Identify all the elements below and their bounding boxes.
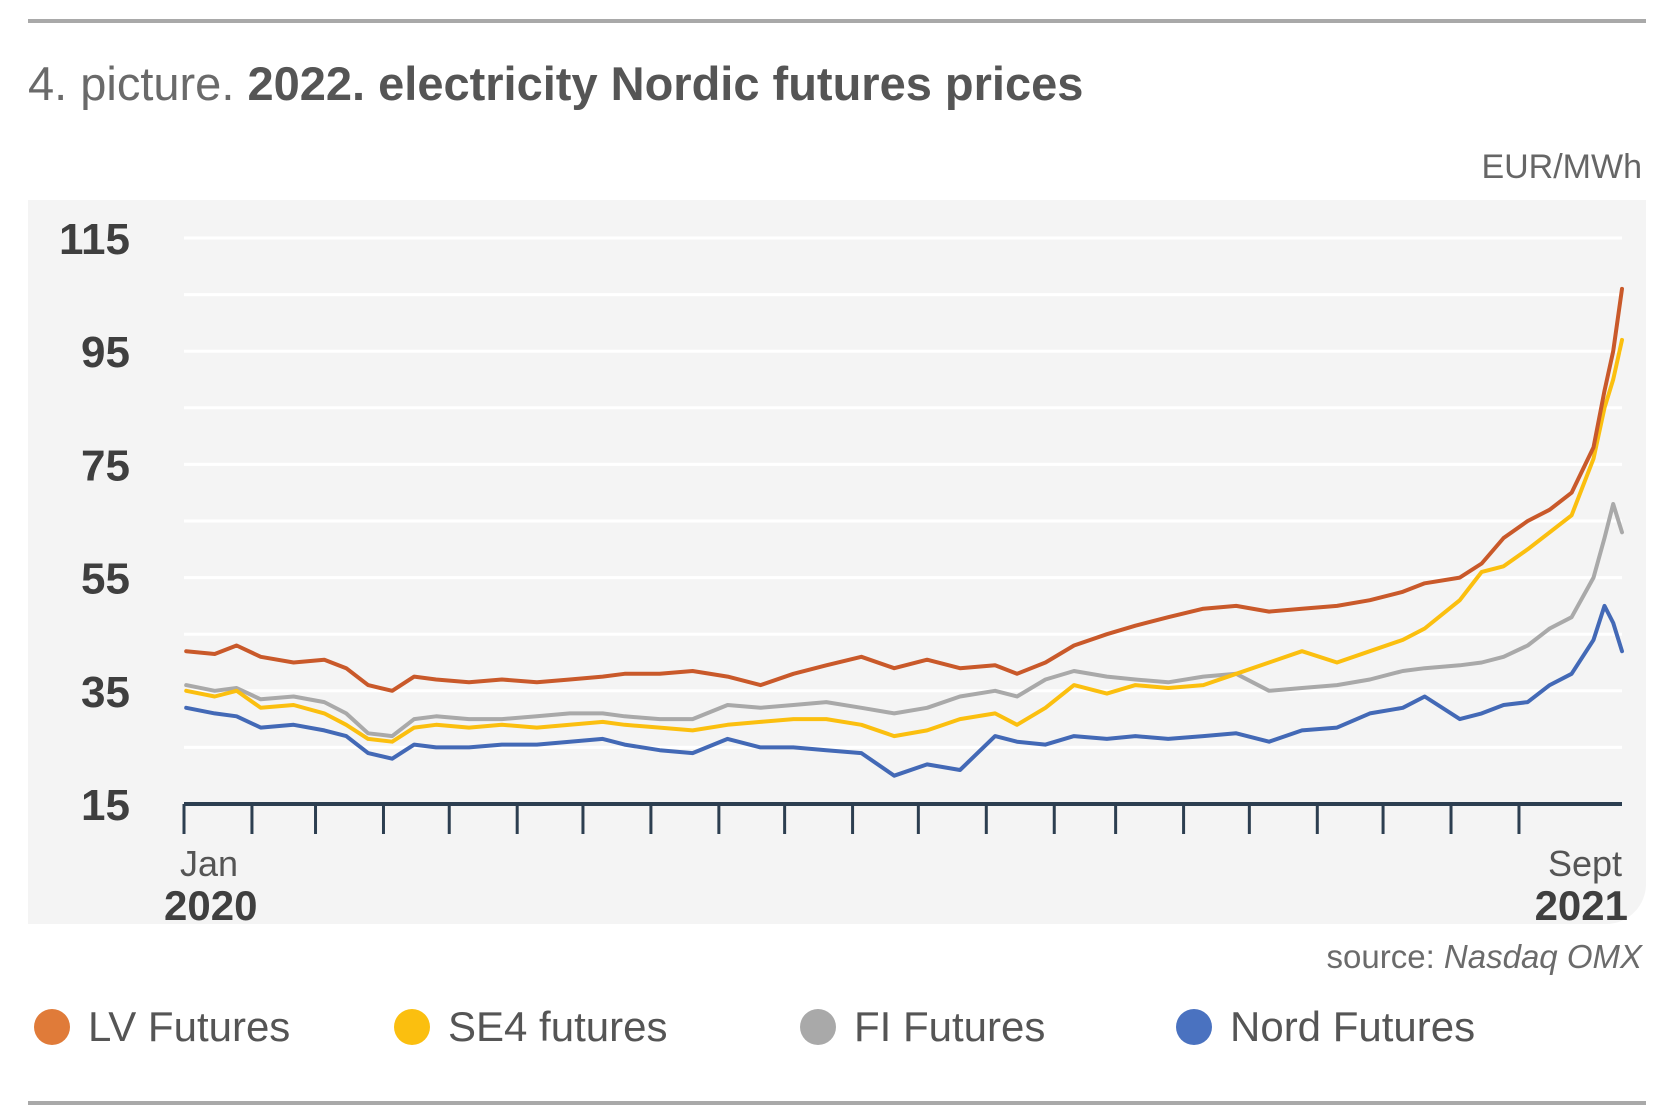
y-tick-label-55: 55 (81, 555, 130, 604)
legend-item-nord: Nord Futures (1176, 1003, 1475, 1051)
y-tick-label-115: 115 (59, 215, 130, 264)
source-prefix: source: (1326, 938, 1435, 975)
unit-label: EUR/MWh (1481, 148, 1642, 186)
x-label-end-year: 2021 (1535, 882, 1628, 929)
legend-item-fi: FI Futures (800, 1003, 1045, 1051)
legend-dot-lv (34, 1009, 70, 1045)
legend-label-lv: LV Futures (88, 1003, 291, 1050)
legend: LV Futures SE4 futures FI Futures Nord F… (34, 1003, 1634, 1063)
series-line-fi-futures (184, 502, 1624, 739)
series-lines (184, 286, 1624, 778)
y-axis-labels: 15 35 55 75 95 115 (59, 215, 130, 830)
y-tick-label-95: 95 (81, 328, 130, 377)
legend-dot-nord (1176, 1009, 1212, 1045)
legend-label-nord: Nord Futures (1230, 1003, 1476, 1050)
series-line-lv-futures (184, 286, 1624, 693)
title-main: 2022. electricity Nordic futures prices (247, 57, 1084, 110)
legend-dot-se4 (394, 1009, 430, 1045)
source-note: source: Nasdaq OMX (1327, 938, 1642, 976)
legend-label-se4: SE4 futures (448, 1003, 668, 1050)
x-label-start-year: 2020 (164, 882, 257, 929)
top-rule (28, 19, 1646, 23)
x-label-start-month: Jan (180, 843, 238, 884)
x-label-end-month: Sept (1548, 843, 1622, 884)
chart-title: 4. picture. 2022. electricity Nordic fut… (28, 56, 1083, 111)
legend-dot-fi (800, 1009, 836, 1045)
legend-item-lv: LV Futures (34, 1003, 290, 1051)
y-tick-label-35: 35 (81, 668, 130, 717)
bottom-rule (28, 1101, 1646, 1105)
source-org: Nasdaq OMX (1443, 938, 1642, 975)
legend-item-se4: SE4 futures (394, 1003, 667, 1051)
series-line-nord-futures (184, 603, 1624, 778)
title-prefix: 4. picture. (28, 57, 235, 110)
y-tick-label-75: 75 (81, 441, 130, 490)
legend-label-fi: FI Futures (854, 1003, 1046, 1050)
series-line-se4-futures (184, 337, 1624, 744)
y-tick-label-15: 15 (81, 781, 130, 830)
